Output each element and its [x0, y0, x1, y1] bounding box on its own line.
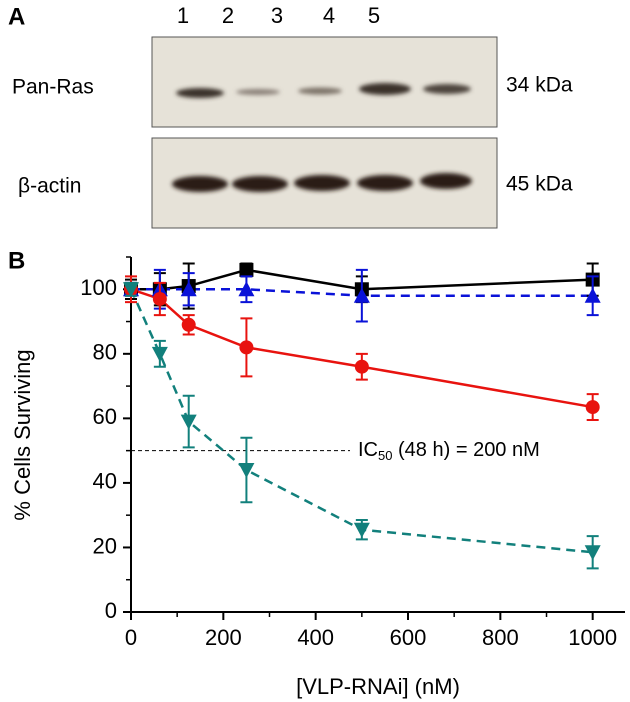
- size-label: 34 kDa: [506, 74, 573, 97]
- band: [294, 175, 350, 191]
- marker: [238, 463, 255, 478]
- y-tick-label: 60: [93, 404, 117, 429]
- band: [359, 83, 411, 95]
- annotation-text: IC: [358, 439, 378, 461]
- lane-label: 2: [222, 3, 234, 28]
- y-tick-label: 20: [93, 533, 117, 558]
- lane-label: 1: [177, 3, 189, 28]
- lane-label: 4: [323, 3, 335, 28]
- marker: [584, 545, 601, 561]
- panel-label: A: [8, 3, 25, 30]
- x-tick-label: 600: [390, 625, 427, 650]
- x-tick-label: 800: [482, 625, 519, 650]
- band: [420, 173, 472, 189]
- y-tick-label: 0: [105, 598, 117, 623]
- marker: [239, 262, 254, 277]
- marker: [354, 359, 369, 374]
- x-tick-label: 0: [125, 625, 137, 650]
- y-axis-label: % Cells Surviving: [10, 349, 35, 520]
- row-label: Pan-Ras: [12, 76, 94, 99]
- y-tick-label: 40: [93, 469, 117, 494]
- marker: [151, 346, 168, 362]
- annotation-rest: (48 h) = 200 nM: [392, 439, 539, 461]
- y-tick-label: 80: [93, 340, 117, 365]
- blot-box: [151, 36, 498, 128]
- band: [172, 176, 228, 192]
- band: [236, 89, 280, 95]
- marker: [585, 400, 600, 415]
- annotation-sub: 50: [378, 448, 392, 463]
- lane-label: 5: [368, 3, 380, 28]
- marker: [238, 281, 255, 297]
- x-axis-label: [VLP-RNAi] (nM): [296, 674, 460, 699]
- band: [298, 87, 342, 95]
- marker: [239, 340, 254, 355]
- lane-label: 3: [271, 3, 283, 28]
- annotation: IC50 (48 h) = 200 nM: [358, 439, 540, 463]
- size-label: 45 kDa: [506, 173, 573, 196]
- band: [176, 88, 224, 98]
- marker: [181, 317, 196, 332]
- y-tick-label: 100: [80, 275, 117, 300]
- x-tick-label: 1000: [568, 625, 617, 650]
- marker: [584, 287, 601, 303]
- marker: [123, 282, 139, 298]
- marker: [180, 281, 197, 297]
- series-line: [129, 288, 593, 554]
- x-tick-label: 200: [205, 625, 242, 650]
- band: [232, 176, 288, 192]
- band: [423, 84, 471, 94]
- panel-label: B: [8, 247, 25, 274]
- x-tick-label: 400: [297, 625, 334, 650]
- marker: [353, 287, 370, 303]
- bands: [172, 83, 472, 192]
- marker: [180, 414, 197, 430]
- marker: [353, 522, 370, 538]
- row-label: β-actin: [18, 175, 81, 198]
- marker: [152, 291, 167, 306]
- band: [357, 175, 413, 191]
